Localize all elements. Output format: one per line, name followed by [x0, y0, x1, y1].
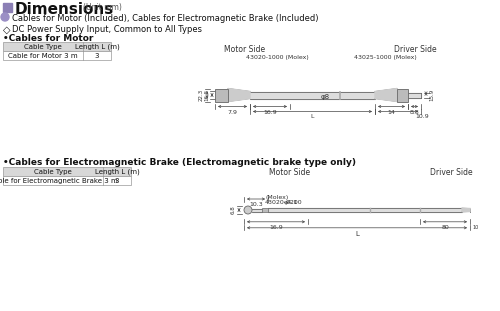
Text: 43020-1000 (Molex): 43020-1000 (Molex) — [246, 55, 308, 60]
Text: 80: 80 — [441, 225, 449, 230]
Text: Cable for Motor 3 m: Cable for Motor 3 m — [8, 53, 78, 59]
Text: 8.3: 8.3 — [410, 109, 420, 114]
Text: Motor Side: Motor Side — [224, 45, 266, 54]
Text: •Cables for Electromagnetic Brake (Electromagnetic brake type only): •Cables for Electromagnetic Brake (Elect… — [3, 158, 356, 167]
Text: Cables for Motor (Included), Cables for Electromagnetic Brake (Included): Cables for Motor (Included), Cables for … — [12, 14, 318, 23]
Text: 3: 3 — [95, 53, 99, 59]
Text: Length L (m): Length L (m) — [74, 44, 120, 50]
Text: 10.3: 10.3 — [249, 202, 263, 207]
Text: Cable Type: Cable Type — [24, 44, 62, 50]
Text: 43020-0200: 43020-0200 — [265, 200, 302, 205]
Bar — [3, 167, 131, 176]
Text: 16.9: 16.9 — [263, 109, 277, 114]
Text: 3: 3 — [115, 178, 119, 184]
Text: Motor Side: Motor Side — [270, 168, 310, 177]
Text: φ8: φ8 — [321, 94, 330, 100]
Polygon shape — [462, 208, 470, 212]
Circle shape — [1, 13, 9, 21]
Text: L: L — [311, 114, 314, 119]
Text: 10.9: 10.9 — [415, 114, 429, 119]
Polygon shape — [228, 89, 250, 101]
Bar — [262, 208, 268, 212]
Text: 7.9: 7.9 — [228, 109, 237, 114]
Polygon shape — [250, 91, 375, 99]
Bar — [215, 89, 228, 101]
Text: DC Power Supply Input, Common to All Types: DC Power Supply Input, Common to All Typ… — [12, 25, 202, 34]
Text: Dimensions: Dimensions — [15, 2, 114, 17]
Text: Length L (m): Length L (m) — [94, 169, 140, 175]
Polygon shape — [408, 92, 421, 98]
Text: 43025-1000 (Molex): 43025-1000 (Molex) — [354, 55, 416, 60]
Text: 16.9: 16.9 — [269, 225, 283, 230]
Text: 6.8: 6.8 — [231, 206, 236, 214]
Text: ◇: ◇ — [3, 25, 10, 35]
Bar — [3, 42, 111, 51]
Text: 22.3: 22.3 — [199, 89, 204, 101]
Text: 14: 14 — [388, 109, 396, 114]
Text: φ4.1: φ4.1 — [284, 200, 298, 205]
Text: 15.9: 15.9 — [429, 89, 434, 101]
Circle shape — [244, 206, 252, 214]
Text: Cable Type: Cable Type — [34, 169, 72, 175]
Text: Driver Side: Driver Side — [394, 45, 436, 54]
Text: Driver Side: Driver Side — [430, 168, 472, 177]
Text: (Unit mm): (Unit mm) — [83, 3, 122, 12]
Polygon shape — [252, 208, 262, 211]
Bar — [3, 3, 12, 12]
Bar — [3, 51, 111, 60]
Text: 16.5: 16.5 — [204, 89, 209, 101]
Text: L: L — [355, 231, 359, 237]
Text: (Molex): (Molex) — [265, 195, 288, 200]
Bar — [397, 89, 408, 101]
Text: Cable for Electromagnetic Brake 3 m: Cable for Electromagnetic Brake 3 m — [0, 178, 118, 184]
Text: •Cables for Motor: •Cables for Motor — [3, 34, 94, 43]
Polygon shape — [375, 89, 397, 101]
Bar — [3, 176, 131, 185]
Text: 10: 10 — [472, 225, 478, 230]
Polygon shape — [268, 208, 462, 212]
